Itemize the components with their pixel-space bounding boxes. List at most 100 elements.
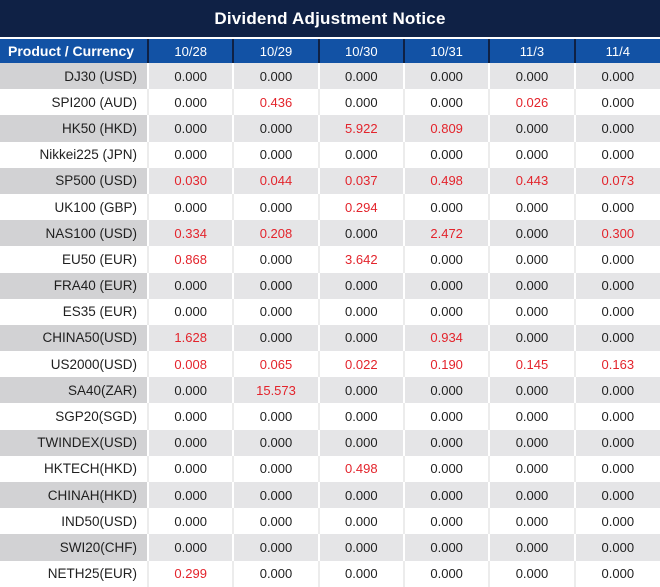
value-cell: 0.000 [402, 429, 490, 456]
value-cell: 0.065 [232, 351, 319, 378]
product-cell: EU50 (EUR) [0, 246, 148, 273]
value-cell: 0.000 [573, 508, 660, 535]
value-cell: 0.000 [146, 272, 234, 299]
value-cell: 0.436 [232, 89, 319, 116]
value-cell: 0.000 [573, 455, 660, 482]
value-cell: 0.000 [402, 272, 490, 299]
table-row: US2000(USD) 0.008 0.065 0.022 0.190 0.145 0.16… [0, 351, 660, 378]
table-row: UK100 (GBP) 0.000 0.000 0.294 0.000 0.000 0.00… [0, 193, 660, 221]
value-cell: 0.000 [232, 141, 319, 168]
table-row: Nikkei225 (JPN) 0.000 0.000 0.000 0.000 0.000… [0, 141, 660, 168]
dividend-table: Product / Currency 10/28 10/29 10/30 10/31 1… [0, 37, 660, 587]
value-cell: 0.000 [232, 298, 319, 325]
product-cell: US2000(USD) [0, 351, 148, 378]
value-cell: 0.000 [232, 403, 319, 430]
value-cell: 0.000 [402, 403, 490, 430]
value-cell: 0.037 [317, 167, 404, 194]
value-cell: 0.000 [146, 141, 234, 168]
value-cell: 0.000 [573, 482, 660, 509]
product-cell: CHINA50(USD) [0, 324, 148, 352]
table-row: HKTECH(HKD) 0.000 0.000 0.498 0.000 0.000 0.00… [0, 455, 660, 482]
value-cell: 0.000 [488, 246, 575, 273]
table-row: CHINAH(HKD) 0.000 0.000 0.000 0.000 0.000 0.00… [0, 482, 660, 509]
value-cell: 0.000 [146, 403, 234, 430]
value-cell: 0.000 [232, 508, 319, 535]
value-cell: 0.000 [573, 193, 660, 221]
table-row: SP500 (USD) 0.030 0.044 0.037 0.498 0.443 0.07… [0, 167, 660, 194]
column-header-date: 10/31 [402, 37, 490, 63]
table-row: NETH25(EUR) 0.299 0.000 0.000 0.000 0.000 0.00… [0, 560, 660, 587]
value-cell: 0.000 [317, 298, 404, 325]
value-cell: 0.000 [573, 403, 660, 430]
value-cell: 0.000 [317, 534, 404, 561]
value-cell: 0.000 [402, 298, 490, 325]
value-cell: 0.000 [232, 429, 319, 456]
table-row: DJ30 (USD) 0.000 0.000 0.000 0.000 0.000 0.000 [0, 63, 660, 90]
value-cell: 0.000 [317, 63, 404, 90]
value-cell: 0.000 [402, 141, 490, 168]
value-cell: 0.000 [146, 429, 234, 456]
product-cell: NAS100 (USD) [0, 220, 148, 247]
product-cell: SPI200 (AUD) [0, 89, 148, 116]
value-cell: 0.073 [573, 167, 660, 194]
product-cell: SGP20(SGD) [0, 403, 148, 430]
value-cell: 0.000 [488, 508, 575, 535]
value-cell: 0.294 [317, 193, 404, 221]
value-cell: 0.000 [232, 272, 319, 299]
value-cell: 0.000 [232, 115, 319, 142]
value-cell: 0.000 [402, 89, 490, 116]
product-cell: IND50(USD) [0, 508, 148, 535]
table-body: DJ30 (USD) 0.000 0.000 0.000 0.000 0.000 0.000… [0, 63, 660, 587]
value-cell: 0.000 [573, 324, 660, 352]
table-row: IND50(USD) 0.000 0.000 0.000 0.000 0.000 0.000 [0, 508, 660, 535]
value-cell: 0.000 [402, 377, 490, 404]
value-cell: 0.000 [232, 63, 319, 90]
value-cell: 0.000 [317, 141, 404, 168]
page-title: Dividend Adjustment Notice [214, 8, 446, 28]
value-cell: 0.000 [402, 455, 490, 482]
value-cell: 0.000 [573, 63, 660, 90]
value-cell: 0.000 [146, 377, 234, 404]
value-cell: 0.000 [488, 220, 575, 247]
column-header-date: 11/4 [573, 37, 660, 63]
value-cell: 0.000 [232, 482, 319, 509]
value-cell: 0.868 [146, 246, 234, 273]
value-cell: 0.000 [488, 141, 575, 168]
value-cell: 0.022 [317, 351, 404, 378]
product-cell: CHINAH(HKD) [0, 482, 148, 509]
value-cell: 0.000 [573, 534, 660, 561]
value-cell: 0.044 [232, 167, 319, 194]
value-cell: 0.000 [232, 534, 319, 561]
column-header-date: 10/29 [232, 37, 319, 63]
value-cell: 0.000 [573, 246, 660, 273]
column-header-product: Product / Currency [0, 37, 148, 63]
value-cell: 0.000 [488, 115, 575, 142]
value-cell: 0.000 [146, 482, 234, 509]
table-row: SGP20(SGD) 0.000 0.000 0.000 0.000 0.000 0.000 [0, 403, 660, 430]
value-cell: 0.000 [232, 193, 319, 221]
table-row: NAS100 (USD) 0.334 0.208 0.000 2.472 0.000 0.3… [0, 220, 660, 247]
value-cell: 0.443 [488, 167, 575, 194]
table-row: TWINDEX(USD) 0.000 0.000 0.000 0.000 0.000 0.0… [0, 429, 660, 456]
value-cell: 0.000 [488, 63, 575, 90]
table-row: SWI20(CHF) 0.000 0.000 0.000 0.000 0.000 0.000 [0, 534, 660, 561]
value-cell: 0.000 [146, 193, 234, 221]
column-header-date: 11/3 [488, 37, 575, 63]
product-cell: TWINDEX(USD) [0, 429, 148, 456]
value-cell: 0.000 [317, 482, 404, 509]
value-cell: 0.000 [573, 115, 660, 142]
table-row: CHINA50(USD) 1.628 0.000 0.000 0.934 0.000 0.0… [0, 324, 660, 352]
product-cell: DJ30 (USD) [0, 63, 148, 90]
value-cell: 0.334 [146, 220, 234, 247]
value-cell: 0.000 [146, 534, 234, 561]
value-cell: 0.000 [232, 324, 319, 352]
value-cell: 0.809 [402, 115, 490, 142]
table-row: ES35 (EUR) 0.000 0.000 0.000 0.000 0.000 0.000 [0, 298, 660, 325]
column-header-date: 10/28 [146, 37, 234, 63]
title-bar: Dividend Adjustment Notice [0, 0, 660, 37]
value-cell: 0.000 [146, 89, 234, 116]
value-cell: 0.000 [488, 429, 575, 456]
value-cell: 0.498 [402, 167, 490, 194]
value-cell: 0.190 [402, 351, 490, 378]
table-row: SPI200 (AUD) 0.000 0.436 0.000 0.000 0.026 0.0… [0, 89, 660, 116]
